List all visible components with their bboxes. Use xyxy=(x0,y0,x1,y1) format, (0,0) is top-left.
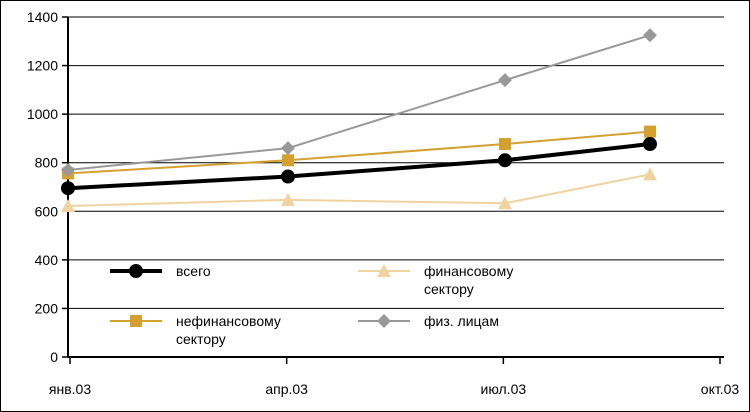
data-point xyxy=(61,181,75,196)
data-point xyxy=(281,141,295,156)
legend-label: нефинансовому xyxy=(176,313,281,329)
y-tick-label: 1000 xyxy=(27,106,58,122)
data-point xyxy=(498,153,512,168)
x-tick-label: окт.03 xyxy=(701,381,740,397)
data-point xyxy=(498,73,512,88)
legend-label: финансовому xyxy=(424,263,513,279)
series-line xyxy=(67,130,651,175)
legend-label: сектору xyxy=(176,331,226,347)
data-point xyxy=(281,192,295,206)
data-point xyxy=(61,198,75,212)
legend-label: всего xyxy=(176,263,211,279)
legend-swatch-marker xyxy=(377,314,391,328)
y-tick-label: 200 xyxy=(35,300,59,316)
data-point xyxy=(643,167,657,181)
data-point xyxy=(281,169,295,184)
y-tick-label: 600 xyxy=(35,203,59,219)
y-tick-label: 800 xyxy=(35,155,59,171)
y-tick-label: 400 xyxy=(35,252,59,268)
series-line xyxy=(67,34,651,171)
x-tick-label: июл.03 xyxy=(481,381,527,397)
x-tick-label: янв.03 xyxy=(49,381,91,397)
legend-swatch-marker xyxy=(130,315,142,327)
x-tick-label: апр.03 xyxy=(265,381,308,397)
y-tick-label: 0 xyxy=(50,349,58,365)
legend-label: сектору xyxy=(424,281,474,297)
series-line xyxy=(67,142,651,191)
data-point xyxy=(498,196,512,210)
y-tick-label: 1400 xyxy=(27,9,58,25)
data-point xyxy=(282,154,294,167)
legend-swatch-marker xyxy=(377,264,391,277)
data-point xyxy=(499,138,511,151)
data-point xyxy=(643,137,657,152)
data-point xyxy=(644,125,656,138)
legend-swatch-marker xyxy=(129,264,143,278)
data-point xyxy=(61,163,75,177)
data-point xyxy=(643,28,657,43)
series-line xyxy=(67,173,651,207)
legend-label: физ. лицам xyxy=(424,313,499,329)
y-tick-label: 1200 xyxy=(27,58,58,74)
